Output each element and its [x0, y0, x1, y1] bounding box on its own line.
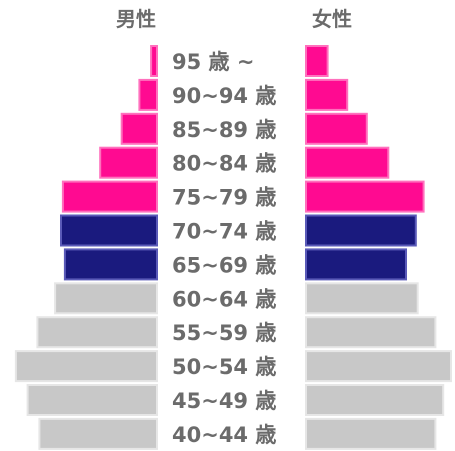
- female-bar-3: [305, 146, 390, 179]
- female-title: 女性: [312, 7, 352, 31]
- male-bar-1: [138, 78, 158, 111]
- female-bar-4: [305, 180, 425, 213]
- male-bar-4: [61, 180, 158, 213]
- age-label-9: 50~54 歳: [172, 355, 276, 379]
- male-title: 男性: [116, 7, 156, 31]
- age-label-11: 40~44 歳: [172, 423, 276, 447]
- male-bar-3: [99, 146, 158, 179]
- age-label-10: 45~49 歳: [172, 389, 276, 413]
- male-bar-7: [54, 282, 158, 315]
- bars-layer: [14, 45, 452, 450]
- male-bar-11: [38, 417, 158, 450]
- female-bar-9: [305, 350, 452, 383]
- age-label-8: 55~59 歳: [172, 321, 276, 345]
- age-label-5: 70~74 歳: [172, 220, 276, 244]
- age-label-3: 80~84 歳: [172, 152, 276, 176]
- female-bar-5: [305, 214, 417, 247]
- age-label-1: 90~94 歳: [172, 84, 276, 108]
- male-bar-8: [36, 316, 158, 349]
- male-bar-5: [60, 214, 158, 247]
- female-bar-1: [305, 78, 349, 111]
- female-bar-11: [305, 417, 437, 450]
- female-bar-2: [305, 112, 368, 145]
- age-label-6: 65~69 歳: [172, 253, 276, 277]
- age-label-7: 60~64 歳: [172, 287, 276, 311]
- male-bar-0: [150, 45, 159, 77]
- female-bar-0: [305, 45, 329, 77]
- male-bar-2: [120, 112, 158, 145]
- age-labels-layer: 95 歳 ~ 90~94 歳 85~89 歳 80~84 歳 75~79 歳 70~74 …: [172, 50, 276, 447]
- male-bar-10: [26, 384, 158, 416]
- male-bar-9: [14, 350, 159, 383]
- male-bar-6: [63, 248, 158, 281]
- age-label-0: 95 歳 ~: [172, 50, 254, 74]
- female-bar-8: [305, 316, 437, 349]
- age-label-4: 75~79 歳: [172, 186, 276, 210]
- female-bar-6: [305, 248, 407, 281]
- female-bar-7: [305, 282, 419, 315]
- age-label-2: 85~89 歳: [172, 118, 276, 142]
- female-bar-10: [305, 384, 445, 416]
